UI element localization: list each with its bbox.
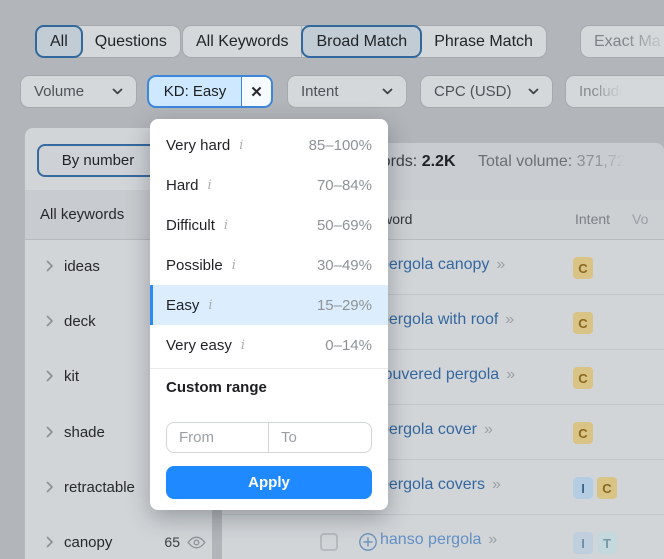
close-icon[interactable]: ✕ — [241, 77, 271, 106]
info-icon[interactable]: i — [223, 217, 229, 233]
row-checkbox[interactable] — [320, 533, 338, 551]
chevron-right-icon — [46, 370, 54, 382]
open-keyword-icon: » — [496, 256, 505, 273]
open-keyword-icon: » — [488, 531, 497, 548]
add-keyword-icon[interactable] — [358, 532, 378, 552]
volume-filter-chip[interactable]: Volume — [20, 75, 137, 108]
sidebar-group-canopy[interactable]: canopy 65 — [25, 527, 212, 557]
kd-option-difficult[interactable]: Difficult i 50–69% — [166, 216, 372, 234]
keyword-link[interactable]: pergola covers» — [380, 476, 501, 493]
open-keyword-icon: » — [491, 476, 501, 493]
open-keyword-icon: » — [506, 366, 515, 383]
intent-badge-commercial: C — [573, 312, 593, 334]
tab-all[interactable]: All — [35, 25, 83, 58]
chevron-right-icon — [46, 481, 54, 493]
chevron-right-icon — [46, 426, 54, 438]
sidebar-group-shade[interactable]: shade — [25, 417, 212, 447]
sidebar-group-retractable[interactable]: retractable — [25, 472, 212, 502]
kd-option-easy[interactable]: Easy i 15–29% — [150, 285, 388, 325]
custom-range-title: Custom range — [166, 379, 267, 396]
tab-questions[interactable]: Questions — [94, 32, 167, 50]
kd-dropdown-panel: Very hard i 85–100% Hard i 70–84% Diffic… — [150, 119, 388, 510]
info-icon[interactable]: i — [208, 297, 213, 313]
apply-button[interactable]: Apply — [166, 466, 372, 499]
exact-match-tab-group: Exact Ma — [580, 25, 664, 58]
intent-badge-commercial: C — [597, 477, 617, 499]
tab-phrase-match[interactable]: Phrase Match — [434, 32, 533, 50]
cpc-filter-chip[interactable]: CPC (USD) — [420, 75, 553, 108]
open-keyword-icon: » — [483, 421, 493, 438]
intent-badges: C — [573, 422, 593, 444]
keyword-link[interactable]: pergola with roof» — [380, 311, 514, 328]
tab-broad-match[interactable]: Broad Match — [301, 25, 423, 58]
keyword-link[interactable]: pergola canopy» — [380, 256, 505, 273]
column-header-intent: Intent — [575, 211, 611, 227]
intent-badge-informational: I — [573, 532, 593, 554]
chevron-down-icon — [528, 88, 539, 95]
chevron-right-icon — [46, 536, 54, 548]
all-keywords-count-value: 2.2K — [421, 153, 456, 170]
include-keywords-filter-chip[interactable]: Include — [565, 75, 664, 108]
intent-badge-commercial: C — [573, 257, 593, 279]
info-icon[interactable]: i — [240, 337, 246, 353]
intent-badge-transactional: T — [597, 532, 617, 554]
kd-option-hard[interactable]: Hard i 70–84% — [166, 176, 372, 194]
total-volume-label: Total volume: — [477, 153, 573, 170]
by-number-toggle[interactable]: By number — [37, 144, 159, 177]
column-header-volume: Vo — [632, 211, 649, 227]
intent-filter-chip[interactable]: Intent — [287, 75, 407, 108]
custom-range-from-input[interactable] — [167, 423, 269, 452]
intent-badge-informational: I — [573, 477, 593, 499]
intent-badges: C — [573, 257, 593, 279]
kd-option-very-hard[interactable]: Very hard i 85–100% — [166, 136, 372, 154]
kd-filter-chip[interactable]: KD: Easy ✕ — [147, 75, 273, 108]
match-type-tab-group: All Keywords Broad Match Phrase Match — [182, 25, 547, 58]
kd-option-possible[interactable]: Possible i 30–49% — [166, 256, 372, 274]
keyword-link[interactable]: pergola cover» — [380, 421, 493, 438]
eye-icon[interactable] — [187, 536, 206, 549]
chevron-right-icon — [46, 260, 54, 272]
custom-range-to-input[interactable] — [269, 423, 371, 452]
keyword-link[interactable]: louvered pergola» — [380, 366, 515, 383]
keyword-link[interactable]: hanso pergola» — [380, 531, 497, 548]
total-volume-value: 371,72 — [576, 153, 626, 170]
chevron-right-icon — [46, 315, 54, 327]
sidebar-group-kit[interactable]: kit — [25, 361, 212, 391]
info-icon[interactable]: i — [207, 177, 212, 193]
divider — [150, 368, 388, 369]
group-count: 65 — [164, 534, 180, 550]
tab-all-keywords[interactable]: All Keywords — [183, 26, 303, 57]
sidebar-group-deck[interactable]: deck — [25, 306, 212, 336]
intent-badge-commercial: C — [573, 422, 593, 444]
info-icon[interactable]: i — [231, 257, 236, 273]
chevron-down-icon — [382, 88, 393, 95]
kd-option-very-easy[interactable]: Very easy i 0–14% — [166, 336, 372, 354]
intent-badges: C — [573, 367, 593, 389]
keyword-type-tab-group: All Questions — [35, 25, 181, 58]
custom-range-inputs — [166, 422, 372, 453]
sidebar-group-ideas[interactable]: ideas — [25, 251, 212, 281]
intent-badge-commercial: C — [573, 367, 593, 389]
intent-badges: C — [573, 312, 593, 334]
tab-exact-match[interactable]: Exact Ma — [594, 32, 661, 50]
chevron-down-icon — [112, 88, 123, 95]
open-keyword-icon: » — [505, 311, 514, 328]
info-icon[interactable]: i — [239, 137, 244, 153]
